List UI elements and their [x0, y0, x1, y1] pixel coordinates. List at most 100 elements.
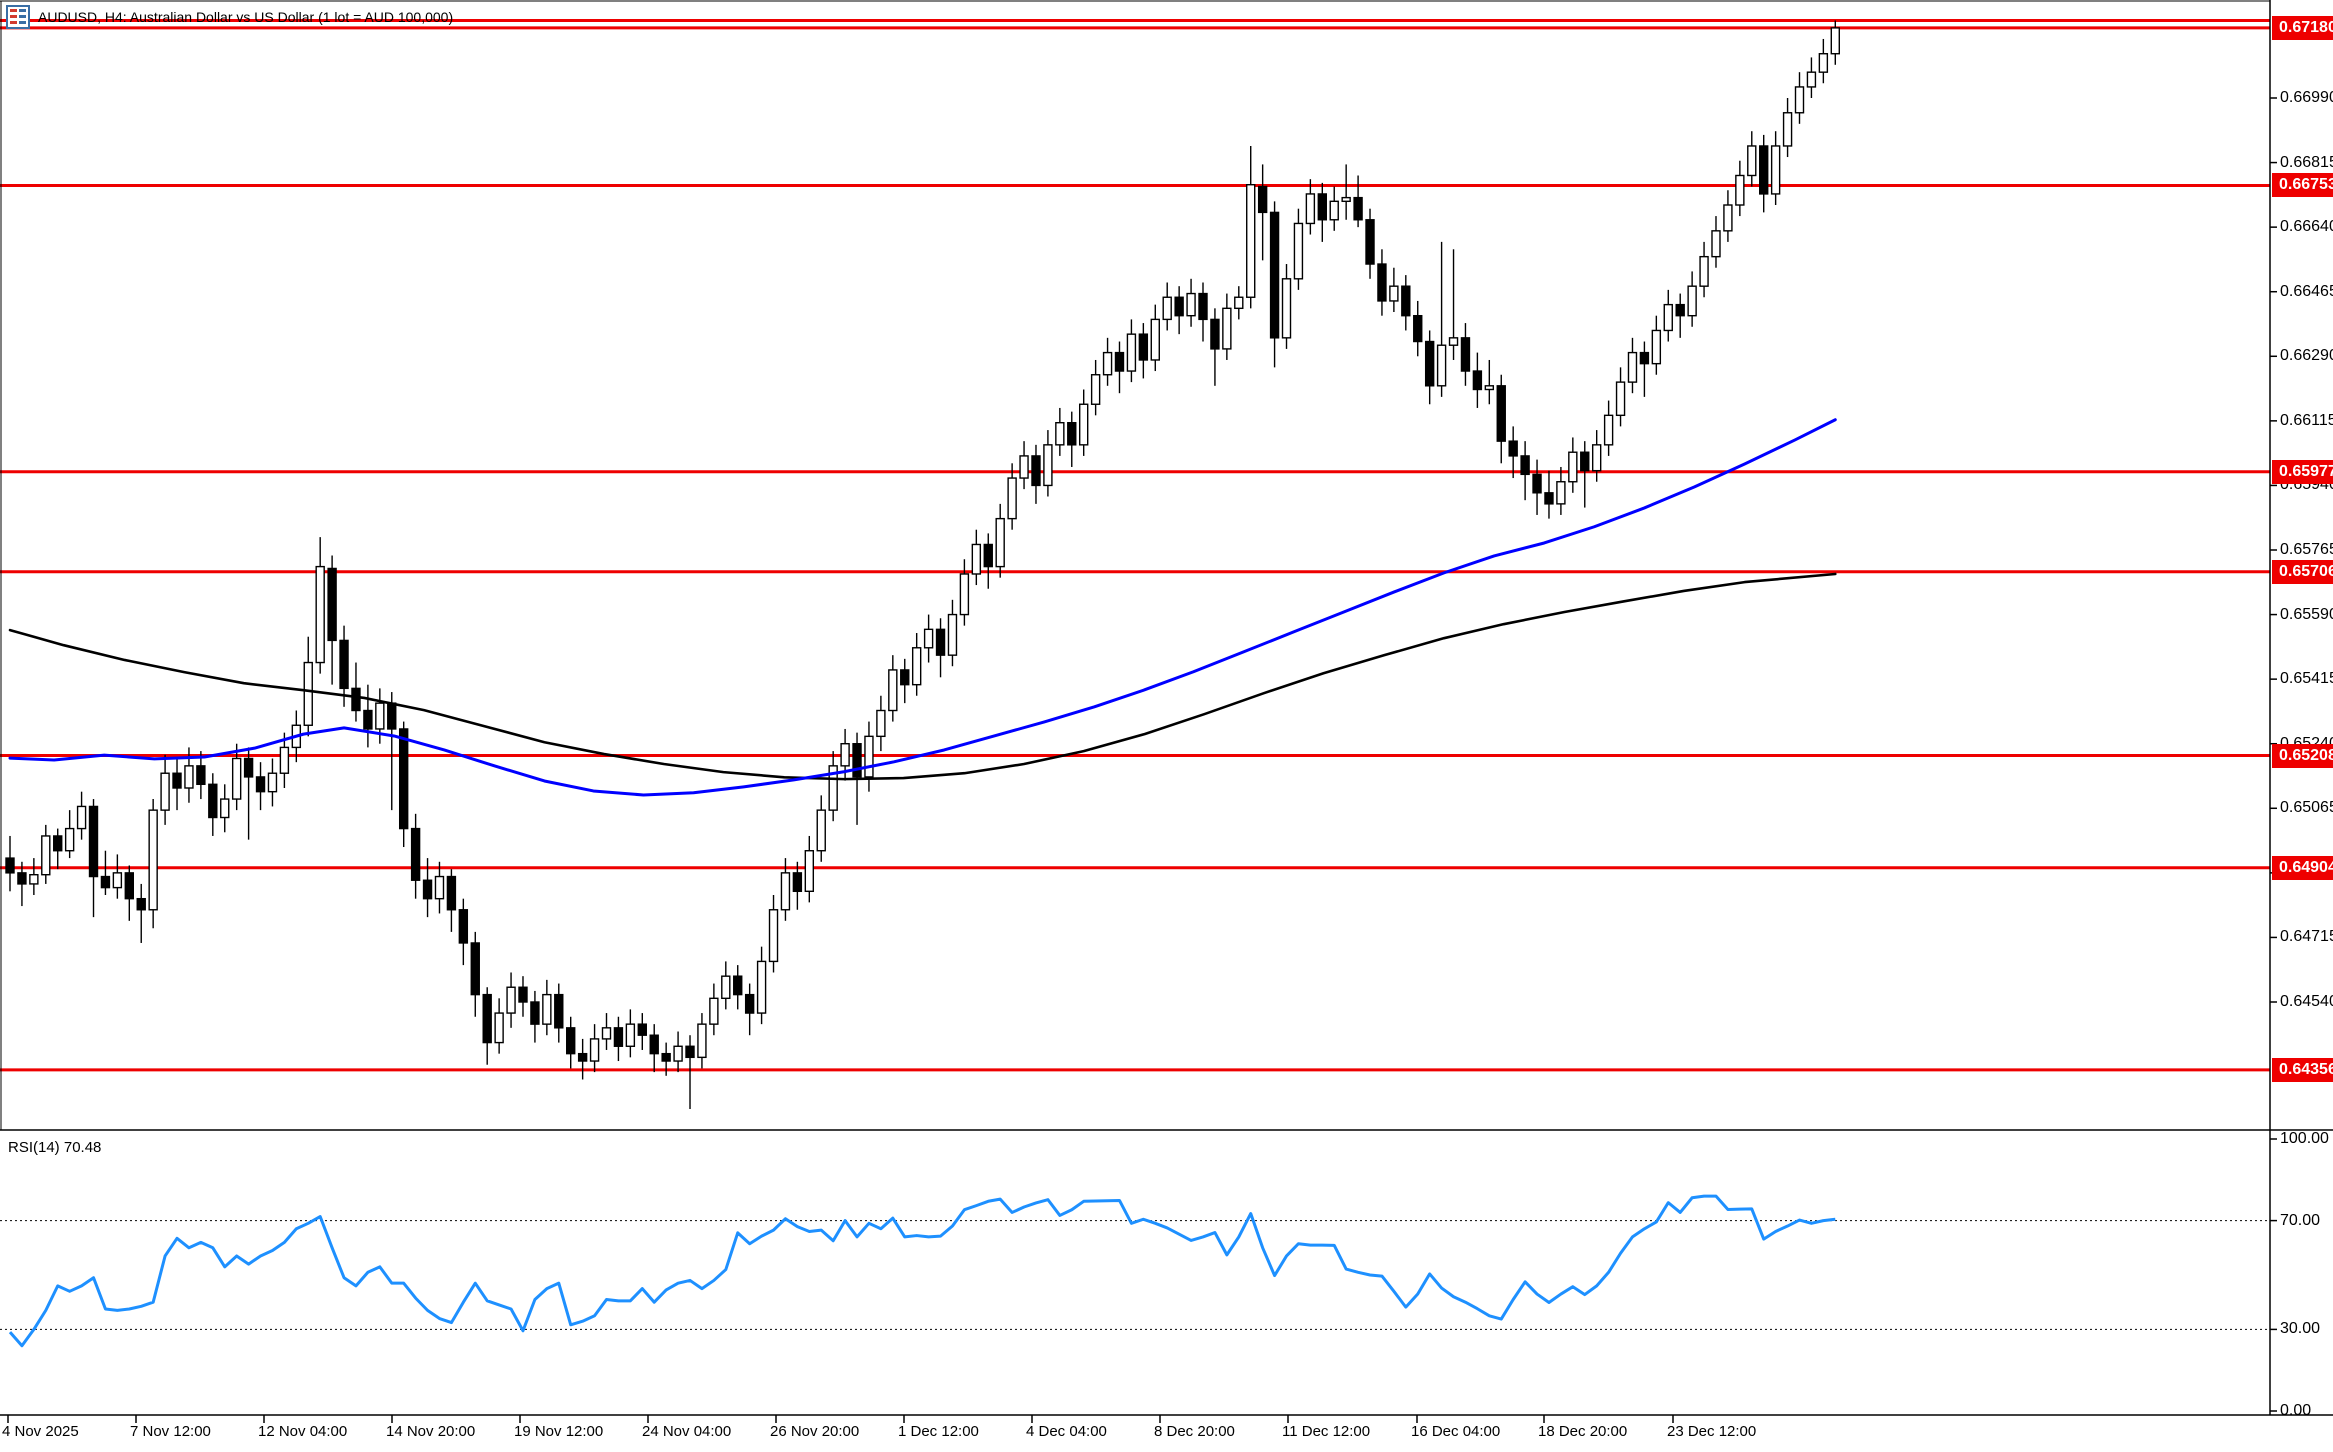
bull-candle: [1484, 385, 1495, 391]
bull-candle: [1078, 403, 1089, 446]
bull-candle: [1735, 174, 1745, 206]
bear-candle: [327, 567, 337, 642]
bear-candle: [255, 776, 266, 793]
chart-title: AUDUSD, H4: Australian Dollar vs US Doll…: [38, 9, 454, 25]
bull-candle: [1436, 344, 1447, 387]
bear-candle: [1759, 145, 1769, 195]
bear-candle: [613, 1027, 624, 1047]
rsi-tick-label: 70.00: [2280, 1211, 2321, 1229]
price-level-flag: 0.66753: [2272, 173, 2333, 198]
bear-candle: [1377, 263, 1387, 302]
bear-candle: [518, 986, 528, 1003]
bull-candle: [542, 993, 552, 1025]
bear-candle: [1460, 337, 1471, 372]
bear-candle: [172, 772, 182, 789]
bear-candle: [1424, 340, 1435, 387]
bull-candle: [1281, 278, 1292, 339]
bull-candle: [756, 960, 767, 1014]
time-axis-label: 4 Dec 04:00: [1026, 1423, 1107, 1440]
bull-candle: [1818, 53, 1829, 73]
bear-candle: [470, 942, 480, 996]
bear-candle: [100, 875, 111, 889]
bear-candle: [661, 1052, 671, 1062]
price-tick-label: 0.66115: [2280, 411, 2333, 429]
bear-candle: [1675, 303, 1685, 317]
bear-candle: [1353, 196, 1363, 221]
bull-candle: [1389, 285, 1399, 302]
bear-candle: [685, 1045, 695, 1059]
bear-candle: [1031, 455, 1041, 487]
bull-candle: [1043, 444, 1053, 487]
bull-candle: [1150, 318, 1160, 361]
bull-candle: [184, 765, 194, 789]
bull-candle: [1663, 303, 1673, 332]
bear-candle: [1365, 219, 1375, 265]
bull-candle: [828, 765, 838, 811]
bear-candle: [1317, 193, 1328, 221]
bear-candle: [196, 765, 206, 786]
price-tick-label: 0.66990: [2280, 89, 2333, 106]
bull-candle: [673, 1045, 683, 1062]
bear-candle: [1413, 314, 1423, 343]
bull-candle: [41, 835, 51, 876]
bear-candle: [88, 805, 99, 878]
bull-candle: [1305, 193, 1316, 225]
price-level-flag: 0.65706: [2272, 559, 2333, 584]
bear-candle: [363, 709, 373, 730]
bull-candle: [709, 997, 719, 1025]
price-level-flag: 0.64356: [2272, 1057, 2333, 1082]
bear-candle: [1580, 451, 1590, 472]
bull-candle: [816, 809, 826, 852]
time-axis-label: 12 Nov 04:00: [258, 1423, 348, 1440]
bear-candle: [446, 875, 457, 911]
bull-candle: [494, 1012, 504, 1044]
bull-candle: [29, 874, 39, 885]
bull-candle: [1711, 230, 1721, 258]
bull-candle: [1782, 112, 1793, 147]
price-level-flag: 0.67180: [2272, 15, 2333, 40]
bull-candle: [840, 743, 850, 767]
bull-candle: [971, 543, 982, 575]
bear-candle: [1138, 333, 1149, 361]
bear-candle: [398, 728, 409, 830]
bull-candle: [995, 517, 1005, 568]
price-tick-label: 0.65415: [2280, 670, 2333, 688]
price-tick-label: 0.64715: [2280, 928, 2333, 946]
bear-candle: [1198, 292, 1208, 321]
bear-candle: [900, 669, 910, 686]
bull-candle: [1162, 296, 1172, 321]
bear-candle: [530, 1001, 540, 1025]
bull-candle: [220, 798, 230, 819]
ma-slow-black: [8, 572, 1837, 781]
bull-candle: [601, 1027, 612, 1040]
bull-candle: [1699, 255, 1709, 287]
bear-candle: [744, 993, 755, 1014]
bull-candle: [267, 772, 278, 793]
price-tick-label: 0.66815: [2280, 153, 2333, 171]
price-tick-label: 0.66290: [2280, 347, 2333, 365]
chart-title-row: AUDUSD, H4: Australian Dollar vs US Doll…: [6, 5, 453, 29]
bear-candle: [410, 827, 421, 881]
chart-icon: [6, 5, 30, 29]
bear-candle: [339, 639, 349, 690]
bear-candle: [649, 1034, 659, 1055]
bull-candle: [1830, 27, 1840, 55]
time-axis-label: 11 Dec 12:00: [1282, 1423, 1371, 1440]
price-tick-label: 0.66640: [2280, 218, 2333, 236]
bull-candle: [589, 1038, 600, 1062]
bear-candle: [1472, 370, 1483, 391]
bull-candle: [625, 1023, 636, 1047]
time-axis-label: 4 Nov 2025: [2, 1423, 79, 1440]
bear-candle: [637, 1023, 647, 1036]
bull-candle: [1222, 307, 1232, 350]
bear-candle: [733, 975, 743, 996]
bear-candle: [1114, 351, 1125, 372]
time-axis-label: 24 Nov 04:00: [642, 1423, 732, 1440]
bull-candle: [947, 613, 958, 656]
bull-candle: [76, 805, 87, 830]
bull-candle: [1615, 381, 1626, 417]
bull-candle: [780, 872, 791, 911]
rsi-tick-label: 100.00: [2280, 1130, 2329, 1147]
bear-candle: [351, 687, 361, 712]
